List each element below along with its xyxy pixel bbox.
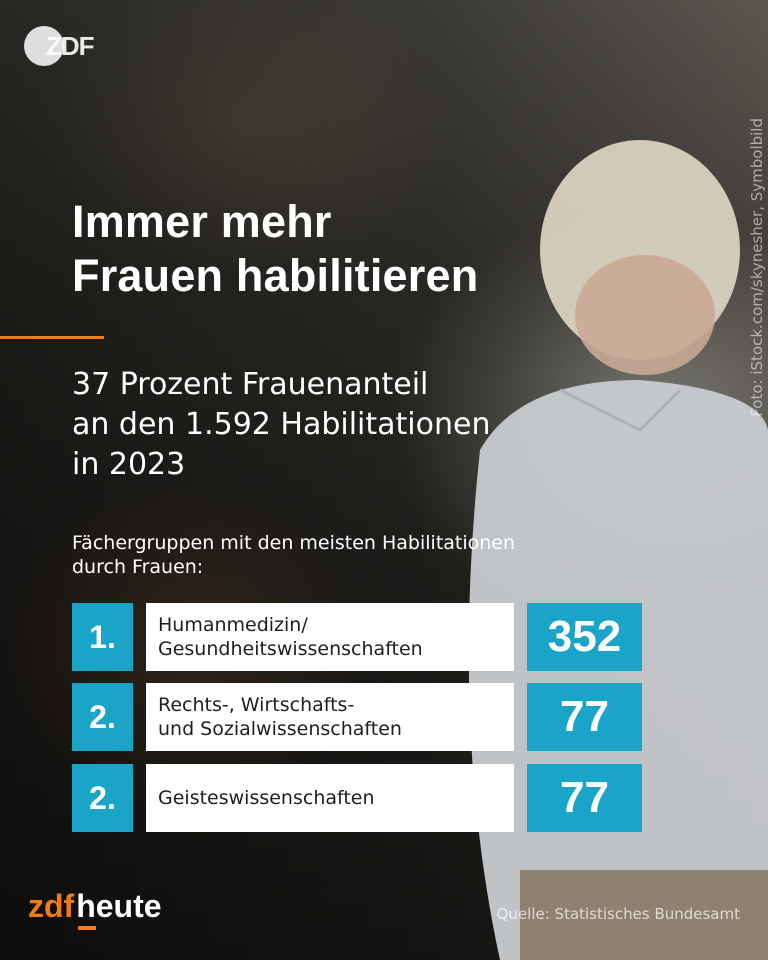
- ranking-caption: Fächergruppen mit den meisten Habilitati…: [72, 531, 672, 579]
- ranking-row: 1. Humanmedizin/ Gesundheitswissenschaft…: [72, 603, 642, 671]
- zdf-logo-circle: [24, 26, 64, 66]
- ranking-row: 2. Geisteswissenschaften 77: [72, 764, 642, 832]
- ranking-row: 2. Rechts-, Wirtschafts- und Sozialwisse…: [72, 683, 642, 751]
- subject-box: Rechts-, Wirtschafts- und Sozialwissensc…: [146, 683, 514, 751]
- zdfheute-logo-zdf: zdf: [28, 888, 75, 924]
- photo-credit: Foto: iStock.com/skynesher, Symbolbild: [748, 118, 766, 417]
- rank-number: 1.: [72, 603, 133, 671]
- rank-number: 2.: [72, 683, 133, 751]
- headline: Immer mehr Frauen habilitieren: [72, 195, 592, 303]
- habilitation-count: 77: [527, 764, 642, 832]
- subject-box: Humanmedizin/ Gesundheitswissenschaften: [146, 603, 514, 671]
- zdfheute-logo-heute: heute: [76, 888, 162, 930]
- subject-label: Geisteswissenschaften: [158, 787, 375, 809]
- rank-number: 2.: [72, 764, 133, 832]
- zdf-logo: ZDF: [24, 24, 95, 68]
- headline-line: Immer mehr: [72, 196, 332, 247]
- habilitation-count: 77: [527, 683, 642, 751]
- subheadline: 37 Prozent Frauenanteil an den 1.592 Hab…: [72, 365, 672, 485]
- headline-line: Frauen habilitieren: [72, 250, 479, 301]
- subhead-line: in 2023: [72, 447, 186, 482]
- zdf-logo-text: ZDF: [46, 30, 95, 61]
- habilitation-count: 352: [527, 603, 642, 671]
- caption-line: Fächergruppen mit den meisten Habilitati…: [72, 532, 516, 554]
- caption-line: durch Frauen:: [72, 556, 204, 578]
- accent-divider: [0, 336, 104, 339]
- subject-label: Rechts-, Wirtschafts- und Sozialwissensc…: [158, 694, 402, 740]
- subject-box: Geisteswissenschaften: [146, 764, 514, 832]
- subhead-line: 37 Prozent Frauenanteil: [72, 367, 429, 402]
- subhead-line: an den 1.592 Habilitationen: [72, 407, 491, 442]
- subject-label: Humanmedizin/ Gesundheitswissenschaften: [158, 614, 423, 660]
- zdfheute-logo: zdf heute: [28, 888, 162, 930]
- source-note: Quelle: Statistisches Bundesamt: [496, 905, 740, 923]
